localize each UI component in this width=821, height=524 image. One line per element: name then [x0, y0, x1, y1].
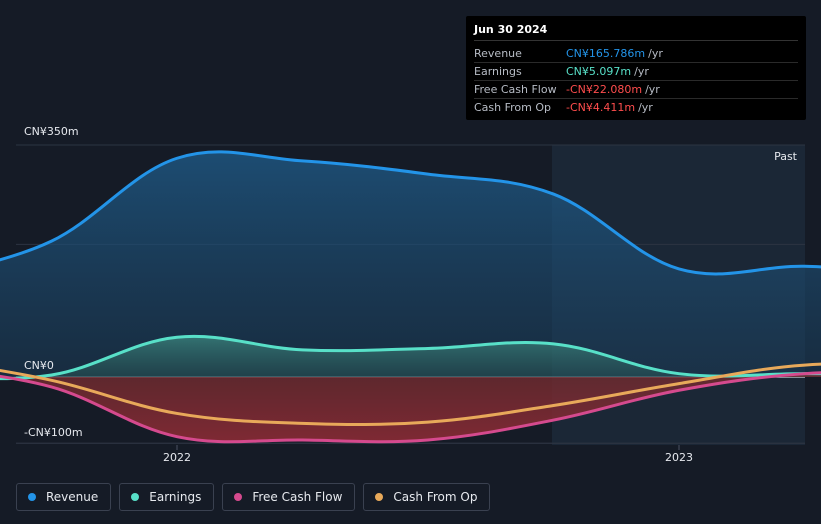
legend-item-free-cash-flow[interactable]: Free Cash Flow	[222, 483, 356, 511]
tooltip-value: CN¥5.097m	[566, 65, 632, 78]
legend-item-earnings[interactable]: Earnings	[119, 483, 215, 511]
legend-dot-icon	[234, 493, 243, 501]
tooltip-unit: /yr	[638, 101, 653, 114]
tooltip-label: Revenue	[474, 47, 522, 60]
earnings-line	[0, 334, 821, 381]
legend-dot-icon	[28, 493, 36, 501]
tooltip-value: -CN¥22.080m	[566, 83, 643, 96]
revenue-line	[0, 150, 821, 276]
revenue-area	[0, 151, 821, 377]
y-tick-label: CN¥350m	[24, 125, 79, 138]
tooltip-value: CN¥165.786m	[566, 47, 646, 60]
cash-from-op-line	[0, 362, 821, 427]
tooltip-label: Free Cash Flow	[474, 83, 557, 96]
legend-label: Revenue	[46, 490, 99, 504]
tooltip-date: Jun 30 2024	[474, 23, 798, 41]
legend-item-revenue[interactable]: Revenue	[16, 483, 112, 511]
x-tick-label: 2023	[665, 451, 693, 464]
legend: Revenue Earnings Free Cash Flow Cash From O…	[16, 483, 491, 511]
tooltip-label: Earnings	[474, 65, 522, 78]
free-cash-flow-line	[0, 371, 821, 444]
tooltip-row: Cash From Op -CN¥4.411m/yr	[474, 99, 798, 116]
y-tick-label: CN¥0	[24, 359, 54, 372]
legend-dot-icon	[375, 493, 384, 501]
tooltip-row: Free Cash Flow -CN¥22.080m/yr	[474, 81, 798, 99]
series-lines	[0, 150, 821, 444]
tooltip-row: Earnings CN¥5.097m/yr	[474, 63, 798, 81]
legend-dot-icon	[131, 493, 140, 501]
legend-label: Free Cash Flow	[252, 490, 343, 504]
earnings-area	[0, 336, 821, 379]
past-label: Past	[774, 150, 798, 163]
tooltip-label: Cash From Op	[474, 101, 552, 114]
legend-label: Earnings	[149, 490, 202, 504]
tooltip: Jun 30 2024 Revenue CN¥165.786m/yr Earning…	[466, 16, 806, 120]
tooltip-row: Revenue CN¥165.786m/yr	[474, 45, 798, 63]
x-tick-label: 2022	[163, 451, 191, 464]
free-cash-flow-area	[0, 372, 821, 442]
tooltip-unit: /yr	[645, 83, 660, 96]
x-axis-labels: 202220232024	[163, 445, 693, 464]
tooltip-value: -CN¥4.411m	[566, 101, 636, 114]
series-areas	[0, 151, 821, 442]
y-axis-labels: CN¥350m CN¥0 -CN¥100m	[24, 125, 83, 439]
y-tick-label: -CN¥100m	[24, 426, 83, 439]
tooltip-unit: /yr	[634, 65, 649, 78]
legend-label: Cash From Op	[393, 490, 478, 504]
tooltip-unit: /yr	[648, 47, 663, 60]
legend-item-cash-from-op[interactable]: Cash From Op	[363, 483, 491, 511]
